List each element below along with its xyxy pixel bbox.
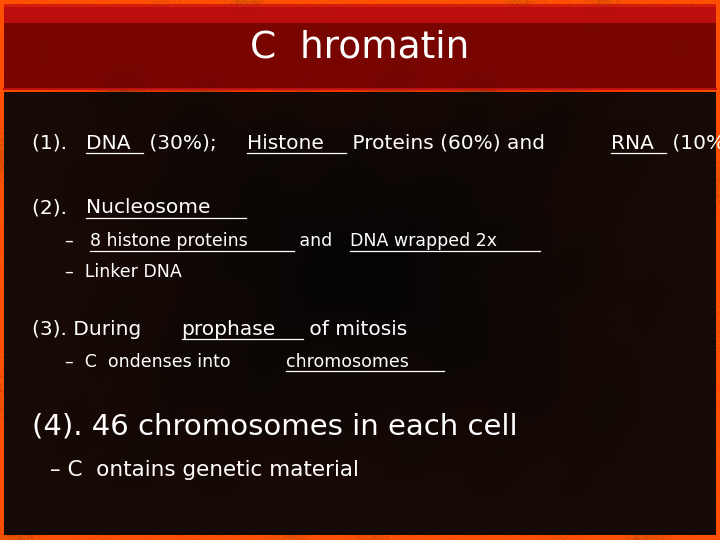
Text: of mitosis: of mitosis [303, 320, 408, 339]
FancyBboxPatch shape [4, 7, 716, 89]
Text: – C  ontains genetic material: – C ontains genetic material [50, 460, 359, 480]
Text: DNA: DNA [86, 133, 130, 153]
Text: RNA: RNA [611, 133, 654, 153]
FancyBboxPatch shape [4, 92, 716, 535]
Text: prophase: prophase [181, 320, 276, 339]
Text: C  hromatin: C hromatin [251, 30, 469, 65]
Text: –: – [65, 232, 84, 251]
Text: Nucleosome: Nucleosome [86, 198, 210, 218]
Text: chromosomes: chromosomes [286, 353, 408, 371]
Text: Proteins (60%) and: Proteins (60%) and [346, 133, 552, 153]
Text: (3). During: (3). During [32, 320, 148, 339]
Text: DNA wrapped 2x: DNA wrapped 2x [351, 232, 498, 251]
Text: 8 histone proteins: 8 histone proteins [90, 232, 248, 251]
Text: (4). 46 chromosomes in each cell: (4). 46 chromosomes in each cell [32, 413, 518, 441]
Text: –  Linker DNA: – Linker DNA [65, 263, 181, 281]
Text: (2).: (2). [32, 198, 73, 218]
Text: (1).: (1). [32, 133, 73, 153]
Text: –  C  ondenses into: – C ondenses into [65, 353, 236, 371]
Text: Histone: Histone [246, 133, 323, 153]
Text: and: and [294, 232, 338, 251]
FancyBboxPatch shape [4, 4, 716, 23]
Text: (10%): (10%) [666, 133, 720, 153]
Text: (30%);: (30%); [143, 133, 223, 153]
